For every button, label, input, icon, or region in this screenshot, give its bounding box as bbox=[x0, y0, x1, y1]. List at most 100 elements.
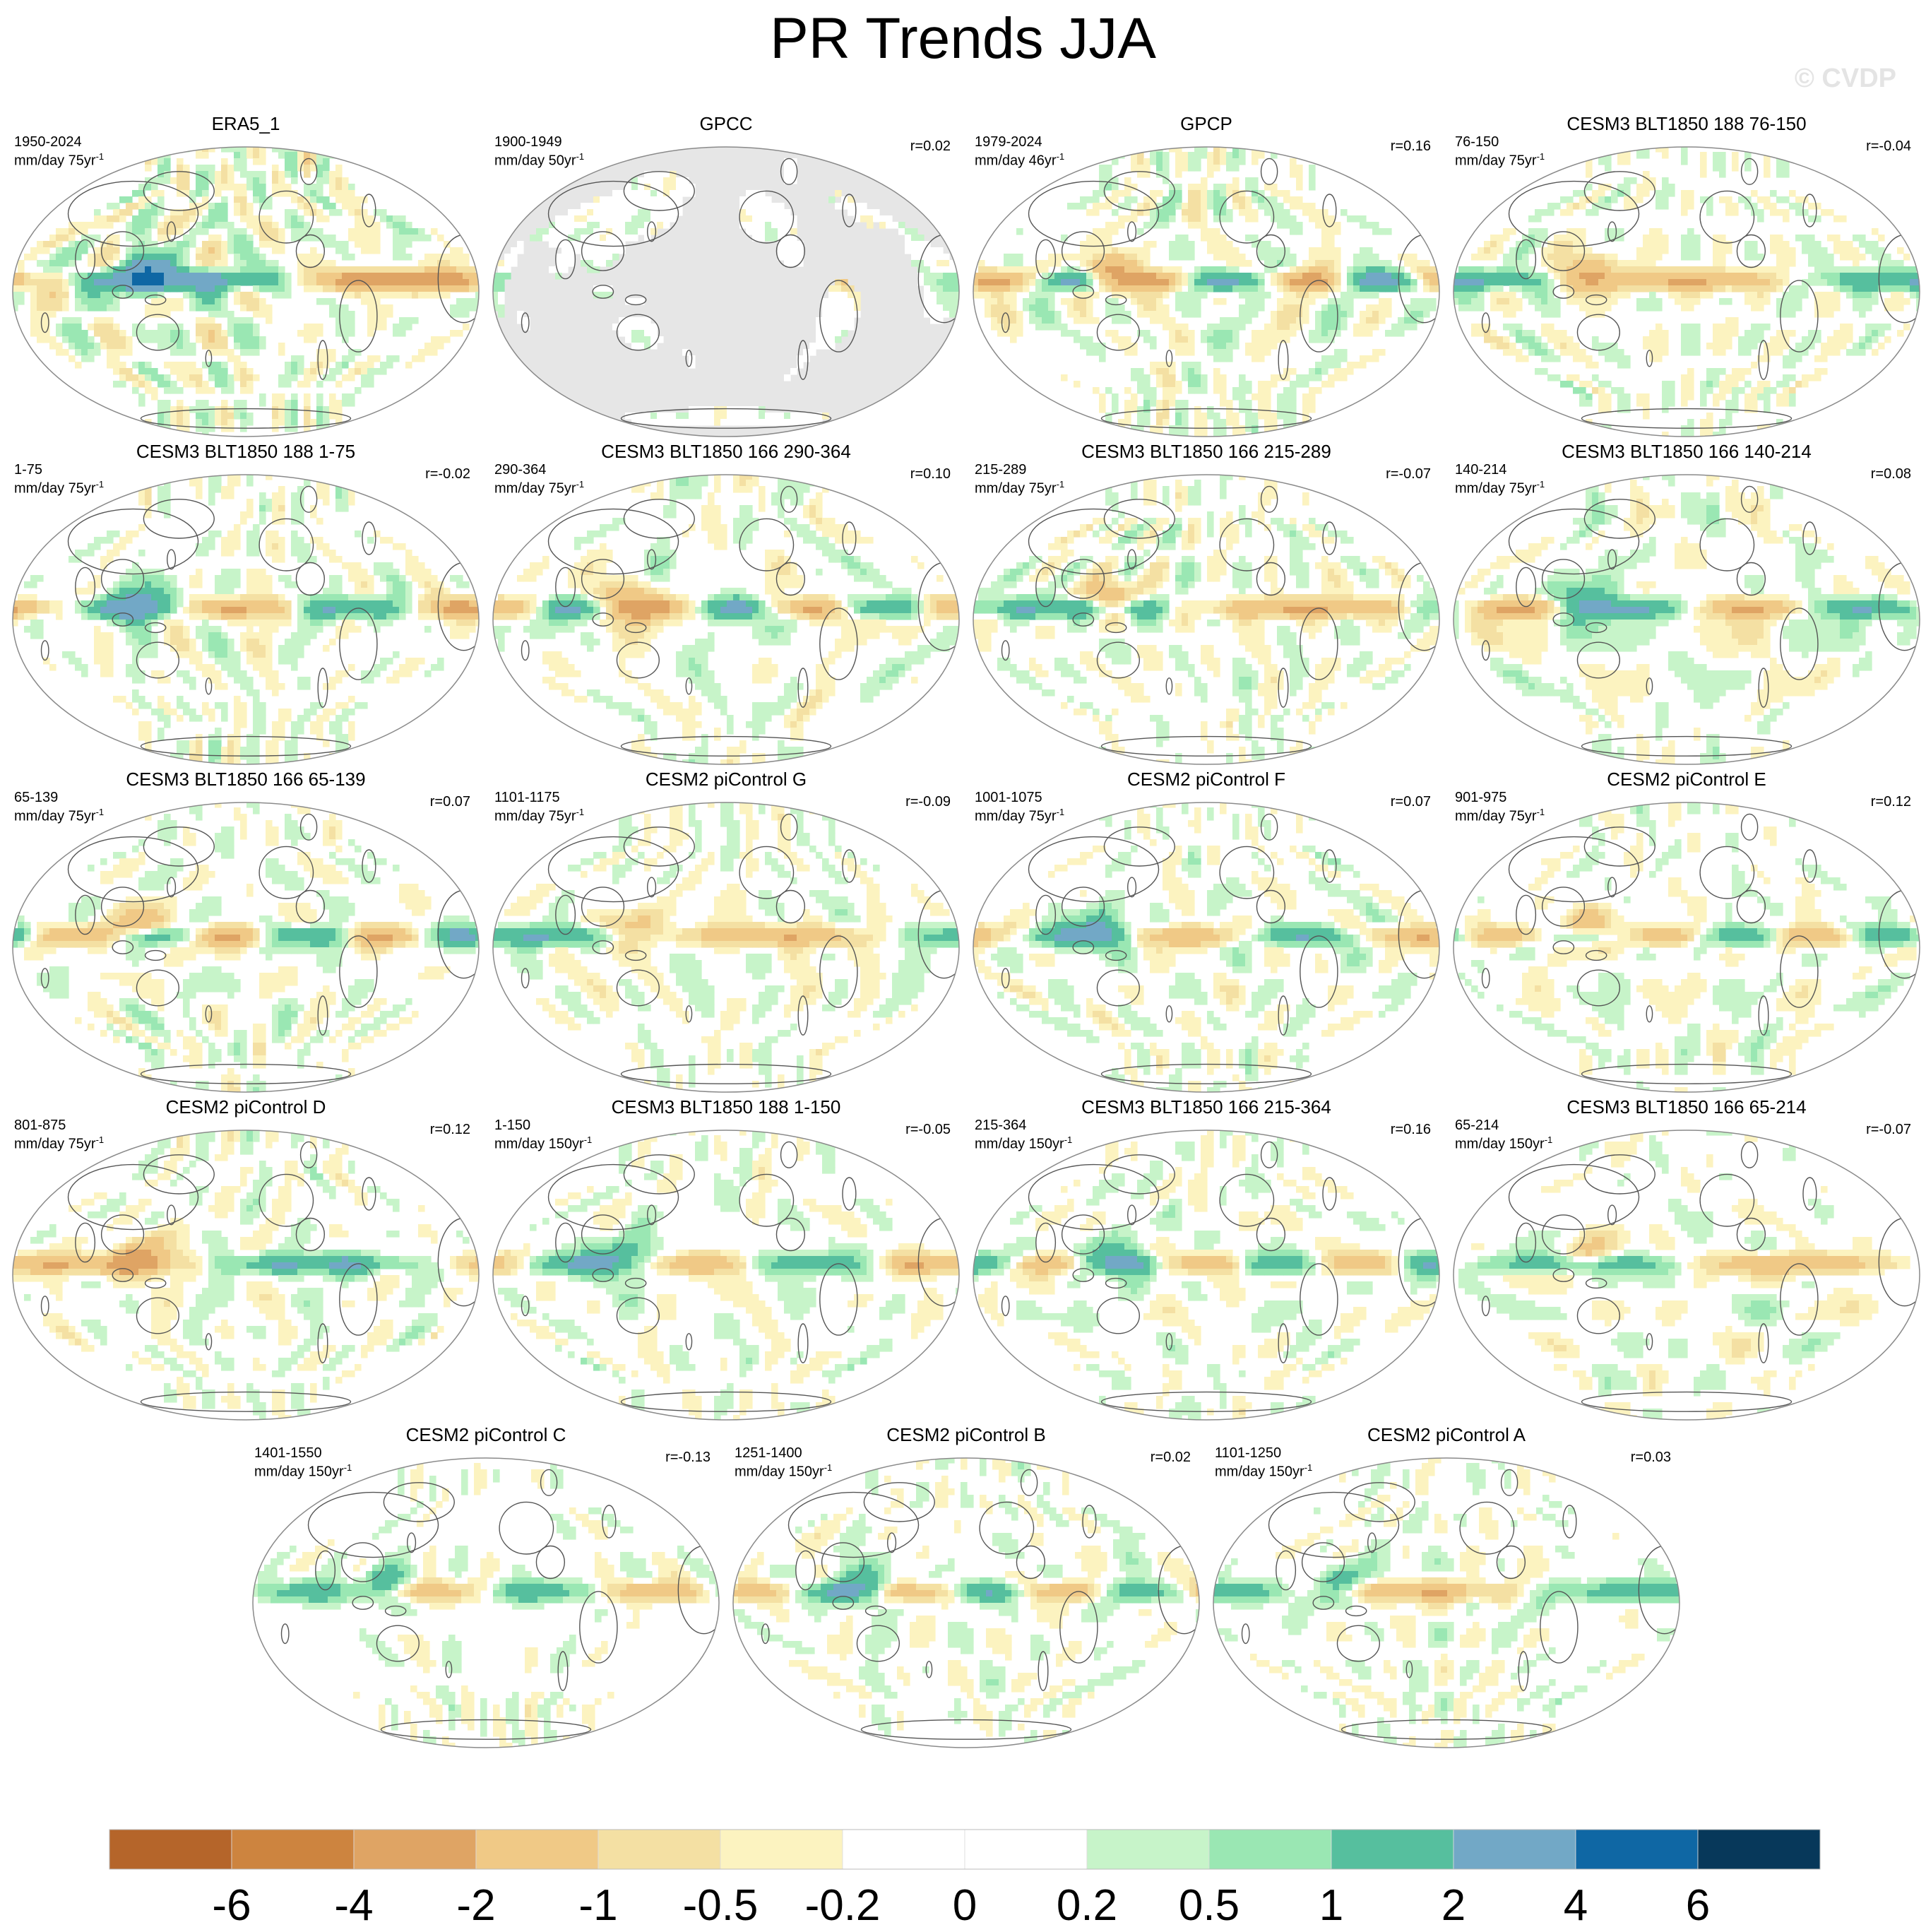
trend-cell bbox=[208, 343, 215, 350]
trend-cell bbox=[1535, 273, 1542, 280]
trend-cell bbox=[1872, 254, 1879, 261]
trend-cell bbox=[1586, 285, 1593, 292]
trend-cell bbox=[1163, 158, 1170, 165]
trend-cell bbox=[278, 228, 285, 235]
trend-cell bbox=[1471, 330, 1478, 337]
trend-cell bbox=[1328, 317, 1335, 324]
trend-cell bbox=[765, 222, 772, 229]
trend-cell bbox=[1182, 362, 1189, 369]
trend-cell bbox=[215, 362, 222, 369]
trend-cell bbox=[335, 324, 343, 331]
trend-cell bbox=[291, 165, 298, 172]
trend-cell bbox=[113, 298, 120, 305]
trend-cell bbox=[1783, 355, 1790, 362]
trend-cell bbox=[151, 266, 158, 273]
trend-cell bbox=[1093, 266, 1100, 273]
trend-cell bbox=[1131, 425, 1138, 432]
trend-cell bbox=[1713, 165, 1720, 172]
trend-cell bbox=[1099, 171, 1106, 178]
trend-cell bbox=[784, 222, 791, 229]
trend-cell bbox=[1478, 273, 1485, 280]
trend-cell bbox=[1188, 152, 1195, 159]
trend-cell bbox=[1398, 285, 1405, 292]
trend-cell bbox=[1239, 158, 1246, 165]
trend-cell bbox=[69, 336, 76, 343]
trend-cell bbox=[1605, 147, 1612, 153]
trend-cell bbox=[316, 158, 323, 165]
trend-cell bbox=[316, 285, 323, 292]
trend-cell bbox=[246, 531, 254, 538]
trend-cell bbox=[1528, 343, 1535, 350]
trend-cell bbox=[568, 209, 575, 216]
trend-cell bbox=[930, 260, 937, 267]
trend-cell bbox=[1105, 298, 1112, 305]
trend-cell bbox=[227, 165, 234, 172]
trend-cell bbox=[259, 518, 266, 525]
trend-cell bbox=[177, 425, 184, 432]
trend-cell bbox=[119, 279, 126, 286]
trend-cell bbox=[1156, 317, 1163, 324]
trend-cell bbox=[157, 260, 165, 267]
trend-cell bbox=[107, 235, 114, 242]
trend-cell bbox=[625, 298, 632, 305]
trend-cell bbox=[202, 413, 209, 420]
trend-cell bbox=[1182, 247, 1189, 254]
trend-cell bbox=[612, 215, 619, 223]
coastline bbox=[1780, 280, 1819, 352]
trend-cell bbox=[1035, 298, 1042, 305]
trend-cell bbox=[1232, 177, 1240, 184]
trend-cell bbox=[329, 368, 336, 375]
trend-cell bbox=[1118, 285, 1125, 292]
trend-cell bbox=[374, 273, 381, 280]
trend-cell bbox=[1706, 374, 1713, 381]
trend-cell bbox=[1360, 355, 1367, 362]
trend-cell bbox=[1694, 241, 1701, 248]
trend-cell bbox=[1516, 254, 1523, 261]
trend-cell bbox=[1598, 254, 1605, 261]
trend-cell bbox=[291, 543, 298, 550]
trend-cell bbox=[1321, 311, 1328, 318]
trend-cell bbox=[1232, 425, 1240, 432]
coastline bbox=[1802, 194, 1817, 227]
trend-cell bbox=[1112, 330, 1119, 337]
trend-cell bbox=[1175, 425, 1182, 432]
trend-cell bbox=[278, 349, 285, 356]
trend-cell bbox=[189, 279, 196, 286]
trend-cell bbox=[1872, 266, 1879, 273]
coastline bbox=[555, 239, 576, 280]
trend-cell bbox=[752, 235, 759, 242]
trend-cell bbox=[374, 266, 381, 273]
trend-cell bbox=[1283, 400, 1290, 407]
trend-cell bbox=[367, 279, 374, 286]
trend-cell bbox=[1567, 343, 1574, 350]
trend-cell bbox=[1163, 165, 1170, 172]
trend-cell bbox=[1776, 171, 1783, 178]
trend-cell bbox=[246, 330, 254, 337]
trend-cell bbox=[253, 304, 260, 312]
trend-cell bbox=[1258, 190, 1265, 197]
trend-cell bbox=[1655, 336, 1663, 343]
trend-cell bbox=[1573, 235, 1580, 242]
trend-cell bbox=[943, 292, 950, 299]
trend-cell bbox=[1764, 400, 1771, 407]
trend-cell bbox=[797, 413, 804, 420]
trend-cell bbox=[1783, 247, 1790, 254]
trend-cell bbox=[463, 279, 470, 286]
trend-cell bbox=[1302, 260, 1309, 267]
trend-cell bbox=[145, 254, 152, 261]
trend-cell bbox=[1579, 355, 1586, 362]
trend-cell bbox=[208, 241, 215, 248]
trend-cell bbox=[1137, 425, 1144, 432]
trend-cell bbox=[208, 387, 215, 394]
trend-cell bbox=[1067, 279, 1074, 286]
trend-cell bbox=[568, 215, 575, 223]
trend-cell bbox=[1105, 304, 1112, 312]
trend-cell bbox=[549, 241, 556, 248]
trend-cell bbox=[1156, 311, 1163, 318]
trend-cell bbox=[1143, 285, 1151, 292]
trend-cell bbox=[1112, 222, 1119, 229]
trend-cell bbox=[1853, 254, 1860, 261]
trend-cell bbox=[1605, 266, 1612, 273]
trend-cell bbox=[297, 254, 304, 261]
trend-cell bbox=[1725, 247, 1732, 254]
